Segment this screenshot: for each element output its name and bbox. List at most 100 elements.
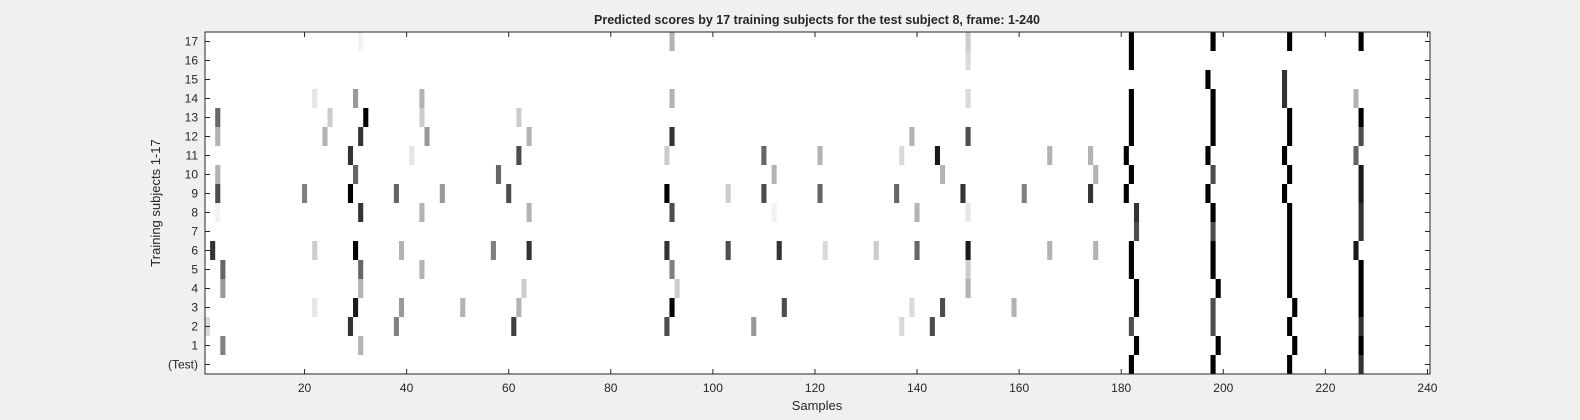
x-tick-label: 220 — [1315, 381, 1335, 395]
heatmap-cell — [664, 241, 670, 260]
heatmap-cell — [353, 298, 359, 317]
heatmap-cell — [965, 127, 971, 146]
heatmap-cell — [894, 184, 900, 203]
heatmap-cell — [1358, 108, 1364, 127]
heatmap-cell — [215, 165, 221, 184]
heatmap-cell — [1128, 51, 1134, 70]
heatmap-cell — [1011, 298, 1017, 317]
heatmap-cell — [1210, 355, 1216, 374]
heatmap-cell — [1128, 260, 1134, 279]
heatmap-cell — [669, 89, 675, 108]
heatmap-cell — [215, 108, 221, 127]
heatmap-cell — [1123, 146, 1129, 165]
heatmap-cell — [419, 260, 425, 279]
heatmap-cell — [1287, 108, 1293, 127]
heatmap-cell — [899, 317, 905, 336]
heatmap-cell — [1358, 279, 1364, 298]
heatmap-cell — [1021, 184, 1027, 203]
heatmap-cell — [358, 336, 364, 355]
heatmap-cell — [1281, 89, 1288, 108]
heatmap-cell — [725, 184, 731, 203]
y-tick-label: 17 — [185, 35, 199, 49]
heatmap-cell — [347, 317, 354, 336]
heatmap-cell — [1353, 241, 1359, 260]
heatmap-cell — [1287, 203, 1293, 222]
heatmap-cell — [215, 203, 221, 222]
heatmap-cell — [1133, 222, 1140, 241]
heatmap-cell — [751, 317, 757, 336]
y-tick-label: 11 — [186, 149, 199, 163]
heatmap-cell — [312, 89, 318, 108]
heatmap-cell — [353, 89, 359, 108]
heatmap-cell — [1287, 279, 1293, 298]
heatmap-cell — [312, 298, 318, 317]
heatmap-cell — [1287, 222, 1293, 241]
heatmap-cell — [822, 241, 828, 260]
x-tick-label: 140 — [907, 381, 927, 395]
heatmap-cell — [1353, 146, 1359, 165]
heatmap-cell — [1358, 184, 1364, 203]
heatmap-cell — [353, 241, 359, 260]
heatmap-cell — [409, 146, 415, 165]
heatmap-cell — [1210, 32, 1216, 51]
heatmap-cell — [358, 127, 364, 146]
heatmap-cell — [1128, 317, 1134, 336]
heatmap-cell — [1047, 241, 1053, 260]
heatmap-cell — [220, 260, 226, 279]
heatmap-cell — [1210, 108, 1216, 127]
y-tick-label: 1 — [191, 339, 198, 353]
heatmap-cell — [965, 260, 971, 279]
y-tick-label: 6 — [191, 244, 198, 258]
heatmap-cell — [669, 298, 675, 317]
heatmap-cell — [347, 184, 354, 203]
heatmap-cell — [312, 241, 318, 260]
heatmap-cell — [771, 165, 777, 184]
heatmap-cell — [909, 298, 915, 317]
heatmap-cell — [1088, 184, 1094, 203]
x-tick-label: 80 — [604, 381, 618, 395]
heatmap-cell — [511, 317, 517, 336]
heatmap-cell — [664, 146, 670, 165]
heatmap-cell — [929, 317, 935, 336]
heatmap-cell — [781, 298, 787, 317]
heatmap-cell — [1287, 241, 1293, 260]
heatmap-cell — [301, 184, 308, 203]
heatmap-cell — [490, 241, 496, 260]
heatmap-cell — [1287, 127, 1293, 146]
heatmap-cell — [965, 203, 971, 222]
x-axis-label: Samples — [792, 398, 843, 413]
heatmap-cell — [914, 203, 920, 222]
heatmap-cell — [1210, 203, 1216, 222]
heatmap-cell — [1128, 32, 1134, 51]
heatmap-cell — [1128, 127, 1134, 146]
heatmap-cell — [817, 146, 823, 165]
heatmap-cell — [393, 317, 399, 336]
heatmap-cell — [664, 317, 670, 336]
heatmap-cells — [205, 32, 1364, 374]
heatmap-cell — [1287, 32, 1293, 51]
heatmap-cell — [1292, 336, 1298, 355]
heatmap-cell — [526, 203, 532, 222]
heatmap-cell — [1287, 165, 1293, 184]
heatmap-cell — [664, 184, 670, 203]
heatmap-cell — [899, 146, 905, 165]
heatmap-cell — [1205, 146, 1211, 165]
heatmap-cell — [725, 241, 731, 260]
heatmap-cell — [1353, 89, 1359, 108]
heatmap-cell — [419, 108, 425, 127]
heatmap-cell — [419, 89, 425, 108]
y-tick-label: 2 — [191, 320, 198, 334]
heatmap-cell — [776, 241, 782, 260]
heatmap-cell — [327, 108, 333, 127]
y-tick-label: 13 — [185, 111, 199, 125]
heatmap-cell — [1128, 89, 1134, 108]
heatmap-cell — [1358, 203, 1364, 222]
heatmap-cell — [1088, 146, 1094, 165]
heatmap-cell — [1358, 127, 1364, 146]
heatmap-cell — [210, 241, 216, 260]
heatmap-cell — [215, 127, 221, 146]
heatmap-cell — [1128, 241, 1134, 260]
heatmap-cell — [1133, 336, 1140, 355]
y-axis-label: Training subjects 1-17 — [148, 139, 163, 266]
heatmap-cell — [398, 298, 405, 317]
